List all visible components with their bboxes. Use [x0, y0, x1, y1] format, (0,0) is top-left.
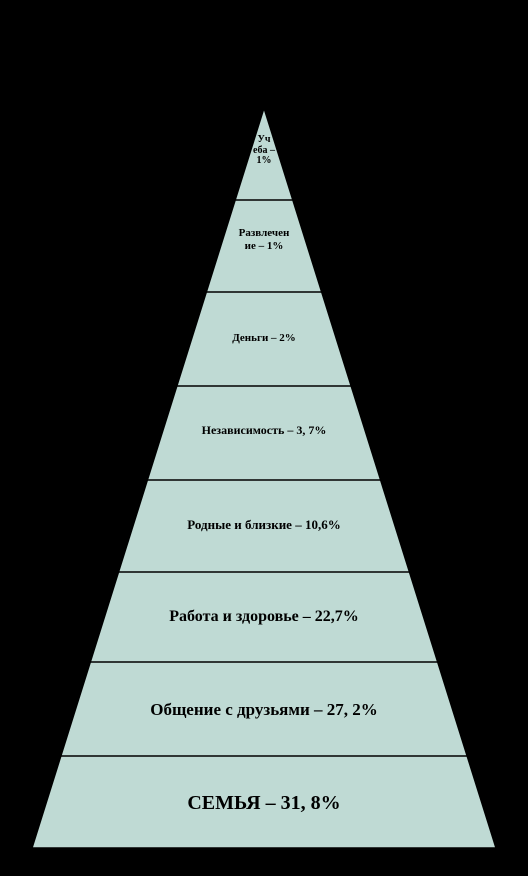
level-nezavisimost: Независимость – 3, 7% [0, 424, 528, 437]
level-obshchenie: Общение с друзьями – 27, 2% [0, 701, 528, 720]
pyramid-diagram: Уч еба – 1% Развлечен ие – 1% Деньги – 2… [0, 0, 528, 876]
pyramid-svg [0, 0, 528, 876]
level-semya: СЕМЬЯ – 31, 8% [0, 792, 528, 814]
level-rodnye: Родные и близкие – 10,6% [0, 518, 528, 532]
level-razvlechenie: Развлечен ие – 1% [0, 227, 528, 252]
pyramid-shape [32, 108, 496, 848]
level-rabota: Работа и здоровье – 22,7% [0, 608, 528, 626]
level-dengi: Деньги – 2% [0, 332, 528, 344]
level-ucheba: Уч еба – 1% [0, 135, 528, 167]
